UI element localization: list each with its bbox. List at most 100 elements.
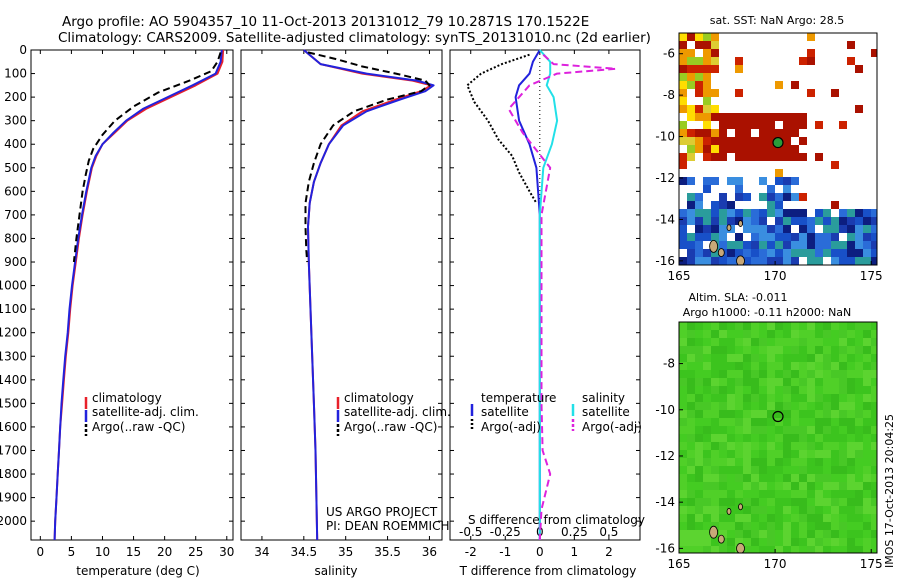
sla-cell <box>719 482 727 490</box>
sla-cell <box>791 322 799 330</box>
sst-cell <box>679 177 687 185</box>
sla-cell <box>711 458 719 466</box>
sla-cell <box>791 490 799 498</box>
sst-cell <box>735 153 743 161</box>
x-tick-label: 35 <box>338 545 353 559</box>
sst-cell <box>839 249 847 257</box>
sla-cell <box>791 546 799 553</box>
map-y-tick-label: -10 <box>655 403 675 417</box>
sla-cell <box>695 466 703 474</box>
sla-cell <box>767 466 775 474</box>
y-tick-label: 300 <box>4 114 27 128</box>
sst-cell <box>743 129 751 137</box>
sla-cell <box>751 386 759 394</box>
sla-cell <box>687 410 695 418</box>
sla-cell <box>767 386 775 394</box>
sst-cell <box>783 177 791 185</box>
sst-cell <box>735 209 743 217</box>
legend-label-satellite-adj: satellite-adj. clim. <box>344 405 451 419</box>
sst-cell <box>703 89 711 97</box>
sla-cell <box>743 362 751 370</box>
sla-cell <box>871 338 877 346</box>
sla-cell <box>863 378 871 386</box>
sla-cell <box>863 354 871 362</box>
sla-cell <box>727 514 735 522</box>
sla-cell <box>695 442 703 450</box>
island <box>717 534 725 544</box>
sla-cell <box>695 418 703 426</box>
sst-cell <box>791 257 799 265</box>
sla-cell <box>751 410 759 418</box>
sla-cell <box>783 370 791 378</box>
sst-cell <box>703 33 711 41</box>
sst-cell <box>791 145 799 153</box>
sla-cell <box>871 370 877 378</box>
sla-cell <box>815 506 823 514</box>
series-line <box>507 53 617 541</box>
sst-cell <box>703 233 711 241</box>
sla-cell <box>847 426 855 434</box>
sla-cell <box>735 490 743 498</box>
sla-cell <box>719 338 727 346</box>
sla-cell <box>679 538 687 546</box>
sla-cell <box>679 370 687 378</box>
sla-cell <box>735 522 743 530</box>
sla-cell <box>679 530 687 538</box>
sst-cell <box>799 137 807 145</box>
sla-cell <box>863 506 871 514</box>
sla-cell <box>799 546 807 553</box>
x-tick-label: 5 <box>68 545 76 559</box>
map-y-tick-label: -12 <box>655 171 675 185</box>
sla-cell <box>735 482 743 490</box>
sst-cell <box>711 65 719 73</box>
sla-cell <box>839 394 847 402</box>
sla-cell <box>791 418 799 426</box>
sst-cell <box>735 177 743 185</box>
sla-cell <box>823 338 831 346</box>
sla-cell <box>847 458 855 466</box>
timestamp-label: IMOS 17-Oct-2013 20:04:25 <box>883 414 896 568</box>
sla-cell <box>719 378 727 386</box>
sla-cell <box>751 546 759 553</box>
sla-cell <box>695 482 703 490</box>
sst-cell <box>775 81 783 89</box>
sst-cell <box>703 49 711 57</box>
sla-cell <box>807 426 815 434</box>
sst-cell <box>751 257 759 265</box>
sla-cell <box>751 514 759 522</box>
sst-cell <box>687 209 695 217</box>
sla-cell <box>687 338 695 346</box>
sla-cell <box>815 522 823 530</box>
sla-cell <box>831 402 839 410</box>
sla-cell <box>759 338 767 346</box>
sla-cell <box>823 410 831 418</box>
sla-cell <box>863 482 871 490</box>
sla-cell <box>759 346 767 354</box>
sla-cell <box>831 538 839 546</box>
s-tick-label: 0.5 <box>599 525 618 539</box>
sla-cell <box>743 354 751 362</box>
sla-cell <box>823 546 831 553</box>
sla-cell <box>735 514 743 522</box>
difference-panel: -2 -1 0 1 2-0.5 -0.25 0 0.25 0.5 <box>449 49 641 559</box>
sla-cell <box>791 482 799 490</box>
sla-cell <box>759 514 767 522</box>
sla-cell <box>711 378 719 386</box>
sla-cell <box>759 394 767 402</box>
sla-cell <box>695 386 703 394</box>
sst-cell <box>783 121 791 129</box>
sla-cell <box>695 402 703 410</box>
sla-cell <box>703 330 711 338</box>
sla-cell <box>831 498 839 506</box>
sla-cell <box>751 474 759 482</box>
sst-cell <box>743 137 751 145</box>
sla-cell <box>863 466 871 474</box>
sst-cell <box>831 257 839 265</box>
sla-cell <box>775 506 783 514</box>
sst-cell <box>791 113 799 121</box>
sst-cell <box>743 225 751 233</box>
sla-cell <box>855 410 863 418</box>
sla-cell <box>711 490 719 498</box>
sst-cell <box>839 217 847 225</box>
sla-cell <box>799 482 807 490</box>
